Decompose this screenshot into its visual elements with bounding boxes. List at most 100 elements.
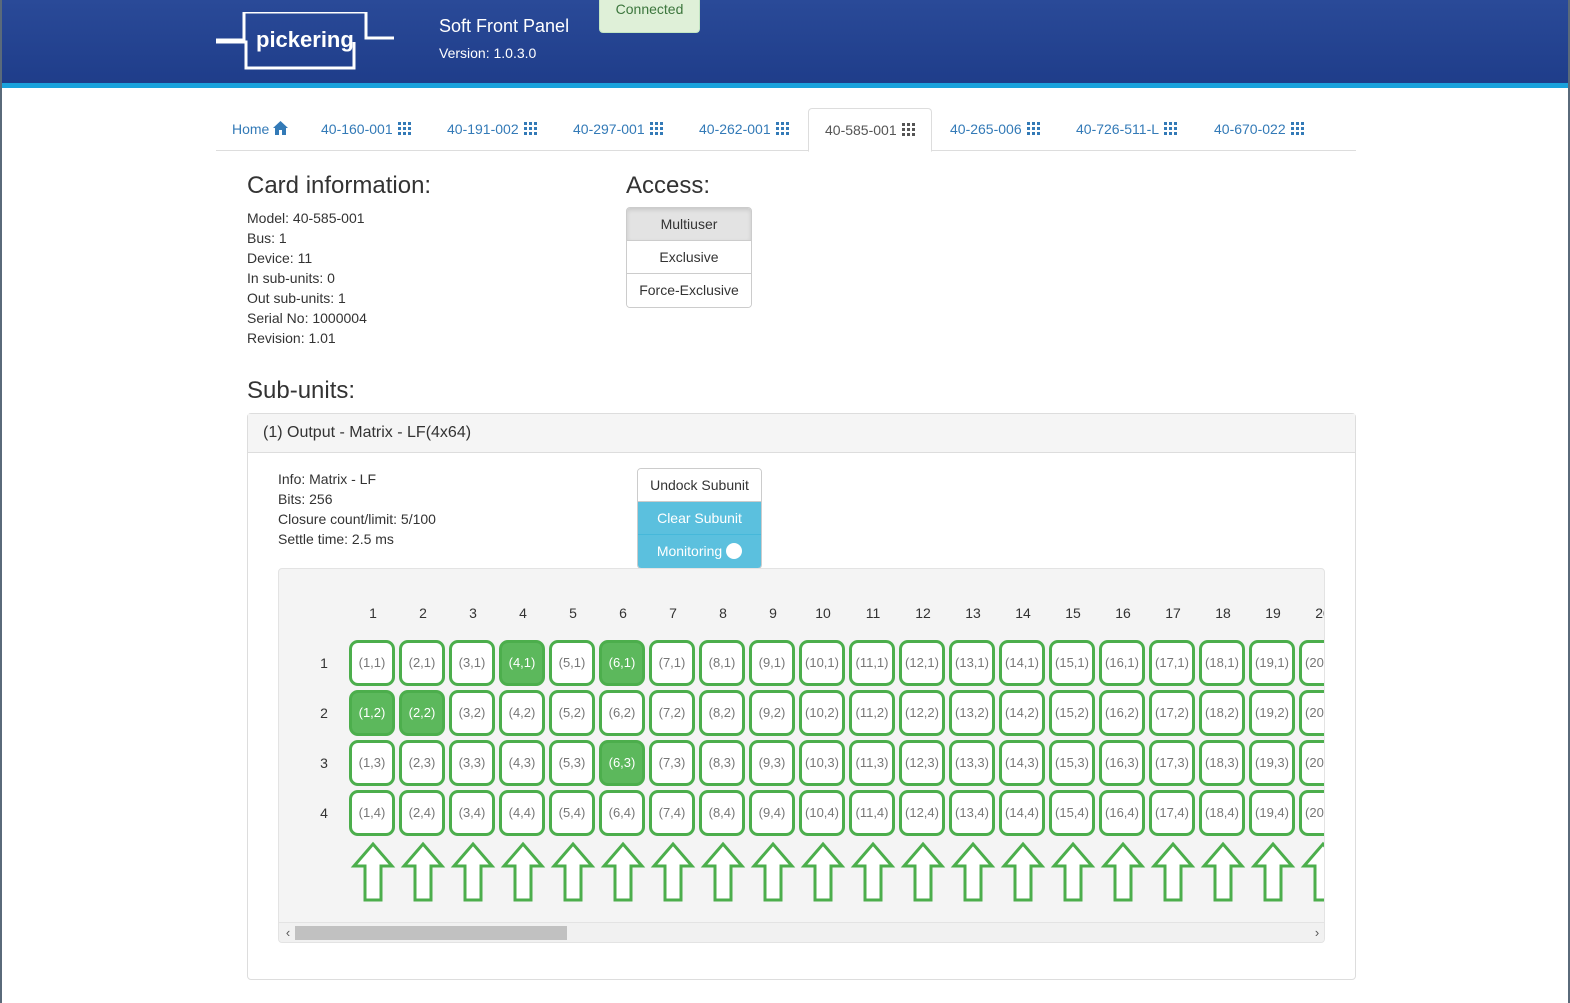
column-arrow-icon[interactable] bbox=[649, 841, 697, 903]
column-arrow-icon[interactable] bbox=[949, 841, 997, 903]
relay-cell[interactable]: (3,3) bbox=[449, 740, 495, 786]
relay-cell[interactable]: (18,4) bbox=[1199, 790, 1245, 836]
tab-40-670-022[interactable]: 40-670-022 bbox=[1198, 108, 1320, 151]
relay-cell[interactable]: (3,4) bbox=[449, 790, 495, 836]
column-arrow-icon[interactable] bbox=[1149, 841, 1197, 903]
relay-cell[interactable]: (11,2) bbox=[849, 690, 895, 736]
relay-cell[interactable]: (1,1) bbox=[349, 640, 395, 686]
tab-40-191-002[interactable]: 40-191-002 bbox=[431, 108, 553, 151]
relay-cell[interactable]: (20,4) bbox=[1299, 790, 1324, 836]
relay-cell[interactable]: (6,4) bbox=[599, 790, 645, 836]
scroll-left-arrow-icon[interactable]: ‹ bbox=[285, 925, 291, 940]
column-arrow-icon[interactable] bbox=[899, 841, 947, 903]
relay-cell[interactable]: (2,1) bbox=[399, 640, 445, 686]
relay-cell[interactable]: (8,1) bbox=[699, 640, 745, 686]
relay-cell[interactable]: (14,3) bbox=[999, 740, 1045, 786]
relay-cell[interactable]: (17,2) bbox=[1149, 690, 1195, 736]
relay-cell[interactable]: (2,2) bbox=[399, 690, 445, 736]
relay-cell[interactable]: (10,4) bbox=[799, 790, 845, 836]
scroll-right-arrow-icon[interactable]: › bbox=[1314, 925, 1320, 940]
column-arrow-icon[interactable] bbox=[349, 841, 397, 903]
access-force-exclusive-button[interactable]: Force-Exclusive bbox=[627, 274, 751, 307]
subunit-panel-heading[interactable]: (1) Output - Matrix - LF(4x64) bbox=[248, 414, 1355, 453]
relay-cell[interactable]: (11,3) bbox=[849, 740, 895, 786]
relay-cell[interactable]: (6,1) bbox=[599, 640, 645, 686]
relay-cell[interactable]: (16,2) bbox=[1099, 690, 1145, 736]
relay-cell[interactable]: (2,4) bbox=[399, 790, 445, 836]
relay-cell[interactable]: (12,1) bbox=[899, 640, 945, 686]
relay-cell[interactable]: (9,4) bbox=[749, 790, 795, 836]
relay-cell[interactable]: (16,4) bbox=[1099, 790, 1145, 836]
monitoring-toggle[interactable]: Monitoring bbox=[638, 535, 761, 568]
relay-cell[interactable]: (9,1) bbox=[749, 640, 795, 686]
clear-subunit-button[interactable]: Clear Subunit bbox=[638, 502, 761, 535]
relay-cell[interactable]: (4,3) bbox=[499, 740, 545, 786]
relay-cell[interactable]: (11,1) bbox=[849, 640, 895, 686]
relay-cell[interactable]: (15,4) bbox=[1049, 790, 1095, 836]
tab-40-297-001[interactable]: 40-297-001 bbox=[557, 108, 679, 151]
relay-cell[interactable]: (18,1) bbox=[1199, 640, 1245, 686]
relay-cell[interactable]: (1,4) bbox=[349, 790, 395, 836]
relay-cell[interactable]: (1,2) bbox=[349, 690, 395, 736]
relay-cell[interactable]: (3,1) bbox=[449, 640, 495, 686]
relay-cell[interactable]: (6,3) bbox=[599, 740, 645, 786]
relay-cell[interactable]: (14,1) bbox=[999, 640, 1045, 686]
relay-cell[interactable]: (17,4) bbox=[1149, 790, 1195, 836]
relay-cell[interactable]: (7,2) bbox=[649, 690, 695, 736]
column-arrow-icon[interactable] bbox=[499, 841, 547, 903]
tab-40-265-006[interactable]: 40-265-006 bbox=[934, 108, 1056, 151]
horizontal-scrollbar[interactable]: ‹ › bbox=[279, 922, 1324, 942]
relay-cell[interactable]: (5,4) bbox=[549, 790, 595, 836]
relay-cell[interactable]: (12,2) bbox=[899, 690, 945, 736]
undock-subunit-button[interactable]: Undock Subunit bbox=[638, 469, 761, 502]
relay-cell[interactable]: (19,1) bbox=[1249, 640, 1295, 686]
relay-cell[interactable]: (5,3) bbox=[549, 740, 595, 786]
relay-cell[interactable]: (10,1) bbox=[799, 640, 845, 686]
relay-cell[interactable]: (20,3) bbox=[1299, 740, 1324, 786]
relay-cell[interactable]: (12,3) bbox=[899, 740, 945, 786]
toggle-knob-icon[interactable] bbox=[726, 543, 743, 559]
relay-cell[interactable]: (13,2) bbox=[949, 690, 995, 736]
column-arrow-icon[interactable] bbox=[1199, 841, 1247, 903]
column-arrow-icon[interactable] bbox=[549, 841, 597, 903]
relay-cell[interactable]: (7,4) bbox=[649, 790, 695, 836]
relay-cell[interactable]: (17,3) bbox=[1149, 740, 1195, 786]
scrollbar-thumb[interactable] bbox=[295, 926, 567, 940]
tab-home[interactable]: Home bbox=[216, 108, 304, 151]
column-arrow-icon[interactable] bbox=[999, 841, 1047, 903]
relay-cell[interactable]: (17,1) bbox=[1149, 640, 1195, 686]
relay-cell[interactable]: (8,2) bbox=[699, 690, 745, 736]
relay-cell[interactable]: (12,4) bbox=[899, 790, 945, 836]
relay-cell[interactable]: (13,1) bbox=[949, 640, 995, 686]
relay-cell[interactable]: (7,3) bbox=[649, 740, 695, 786]
tab-40-726-511-l[interactable]: 40-726-511-L bbox=[1060, 108, 1193, 151]
relay-cell[interactable]: (3,2) bbox=[449, 690, 495, 736]
relay-cell[interactable]: (8,3) bbox=[699, 740, 745, 786]
relay-cell[interactable]: (20,2) bbox=[1299, 690, 1324, 736]
relay-cell[interactable]: (18,3) bbox=[1199, 740, 1245, 786]
relay-cell[interactable]: (19,2) bbox=[1249, 690, 1295, 736]
relay-cell[interactable]: (15,2) bbox=[1049, 690, 1095, 736]
relay-cell[interactable]: (16,3) bbox=[1099, 740, 1145, 786]
relay-cell[interactable]: (4,4) bbox=[499, 790, 545, 836]
column-arrow-icon[interactable] bbox=[599, 841, 647, 903]
relay-cell[interactable]: (4,1) bbox=[499, 640, 545, 686]
relay-cell[interactable]: (4,2) bbox=[499, 690, 545, 736]
column-arrow-icon[interactable] bbox=[1299, 841, 1325, 903]
relay-cell[interactable]: (9,2) bbox=[749, 690, 795, 736]
relay-cell[interactable]: (14,4) bbox=[999, 790, 1045, 836]
column-arrow-icon[interactable] bbox=[1099, 841, 1147, 903]
relay-cell[interactable]: (10,3) bbox=[799, 740, 845, 786]
column-arrow-icon[interactable] bbox=[1249, 841, 1297, 903]
relay-cell[interactable]: (20,1) bbox=[1299, 640, 1324, 686]
relay-cell[interactable]: (11,4) bbox=[849, 790, 895, 836]
relay-cell[interactable]: (6,2) bbox=[599, 690, 645, 736]
relay-cell[interactable]: (19,4) bbox=[1249, 790, 1295, 836]
column-arrow-icon[interactable] bbox=[849, 841, 897, 903]
relay-cell[interactable]: (5,1) bbox=[549, 640, 595, 686]
access-multiuser-button[interactable]: Multiuser bbox=[627, 208, 751, 241]
tab-40-160-001[interactable]: 40-160-001 bbox=[305, 108, 427, 151]
column-arrow-icon[interactable] bbox=[799, 841, 847, 903]
relay-cell[interactable]: (13,3) bbox=[949, 740, 995, 786]
relay-cell[interactable]: (9,3) bbox=[749, 740, 795, 786]
